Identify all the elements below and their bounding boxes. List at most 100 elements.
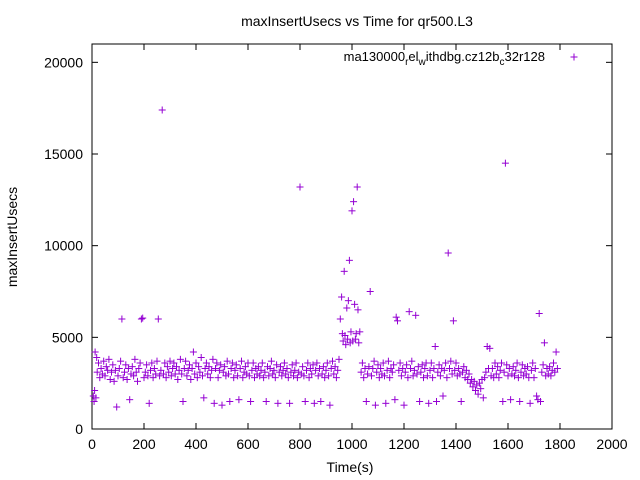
data-point xyxy=(308,370,316,378)
data-point xyxy=(357,368,365,376)
y-axis: 0 5000 10000 15000 20000 xyxy=(44,54,612,437)
data-point xyxy=(373,368,381,376)
data-point xyxy=(183,372,191,380)
data-point xyxy=(199,372,206,380)
data-point xyxy=(530,374,538,382)
data-point xyxy=(491,359,499,367)
data-point xyxy=(348,207,356,215)
data-point xyxy=(238,357,245,365)
data-point xyxy=(383,366,391,374)
data-point xyxy=(105,355,113,363)
x-tick-label: 1600 xyxy=(492,436,523,452)
data-point xyxy=(171,370,179,378)
data-point xyxy=(409,372,417,380)
data-point xyxy=(537,398,544,405)
data-point xyxy=(225,370,232,378)
data-point xyxy=(501,159,509,167)
legend-label-subscript: c xyxy=(500,57,505,68)
data-point xyxy=(206,374,214,382)
data-point xyxy=(117,357,125,365)
x-axis-label: Time(s) xyxy=(327,459,374,475)
data-point xyxy=(118,315,126,323)
legend-label-part: ithdbg.cz12b xyxy=(426,49,500,64)
data-point xyxy=(248,366,256,374)
data-point xyxy=(292,359,300,367)
data-point xyxy=(306,365,314,372)
data-point xyxy=(551,368,559,376)
data-point xyxy=(173,363,180,371)
data-point xyxy=(296,183,304,191)
y-axis-label: maxInsertUsecs xyxy=(4,187,20,287)
data-point xyxy=(479,394,487,402)
data-point xyxy=(111,366,119,374)
data-point xyxy=(230,374,238,382)
data-point xyxy=(513,359,521,367)
y-tick-label: 0 xyxy=(75,421,83,437)
data-point xyxy=(124,365,132,372)
data-point xyxy=(314,372,322,380)
data-point xyxy=(300,372,308,380)
data-point xyxy=(321,374,329,382)
scatter-series xyxy=(89,106,561,411)
data-point xyxy=(191,370,199,378)
data-point xyxy=(149,374,157,382)
data-point xyxy=(226,398,234,405)
x-tick-label: 1400 xyxy=(440,436,471,452)
data-point xyxy=(481,374,489,382)
data-point xyxy=(352,330,360,338)
data-point xyxy=(386,374,394,382)
data-point xyxy=(303,366,310,374)
data-point xyxy=(399,365,407,372)
data-point xyxy=(305,374,313,382)
data-point xyxy=(332,374,340,382)
data-point xyxy=(282,370,290,378)
data-point xyxy=(309,361,317,369)
data-point xyxy=(186,361,193,369)
data-point xyxy=(277,363,284,371)
legend-label-subscript: w xyxy=(418,57,427,68)
data-point xyxy=(153,357,161,365)
data-point xyxy=(184,366,192,374)
data-point xyxy=(504,372,512,380)
data-point xyxy=(170,359,178,367)
data-point xyxy=(108,368,115,376)
data-point xyxy=(245,372,253,380)
data-point xyxy=(509,363,517,371)
legend-label-subscript: r xyxy=(405,57,409,68)
data-point xyxy=(345,256,353,264)
data-point xyxy=(522,370,530,378)
data-point xyxy=(208,366,216,374)
data-point xyxy=(283,365,291,372)
data-point xyxy=(496,366,504,374)
data-point xyxy=(377,365,385,372)
data-point xyxy=(370,357,378,365)
data-point xyxy=(136,359,144,367)
data-point xyxy=(341,332,349,339)
data-point xyxy=(251,374,258,382)
data-point xyxy=(148,359,156,367)
data-point xyxy=(336,315,344,323)
data-point xyxy=(412,311,420,319)
data-point xyxy=(353,183,361,191)
data-point xyxy=(368,372,375,380)
data-point xyxy=(396,359,404,367)
data-point xyxy=(459,368,466,376)
data-point xyxy=(114,372,122,380)
data-point xyxy=(147,366,154,374)
data-point xyxy=(435,361,443,369)
data-point xyxy=(405,308,413,316)
data-point xyxy=(347,328,355,336)
data-point xyxy=(535,310,543,317)
data-point xyxy=(180,365,188,372)
data-point xyxy=(350,198,358,206)
x-axis: 0 200 400 600 800 1000 1200 1400 1600 1800 2000 xyxy=(88,44,628,452)
chart-title: maxInsertUsecs vs Time for qr500.L3 xyxy=(241,13,473,29)
data-point xyxy=(275,368,283,376)
data-point xyxy=(93,354,101,361)
data-point xyxy=(157,366,165,374)
data-point xyxy=(132,368,140,376)
legend-label-part: ma130000 xyxy=(344,49,405,64)
data-point xyxy=(258,359,266,367)
data-point xyxy=(505,365,513,372)
data-point xyxy=(420,374,427,382)
